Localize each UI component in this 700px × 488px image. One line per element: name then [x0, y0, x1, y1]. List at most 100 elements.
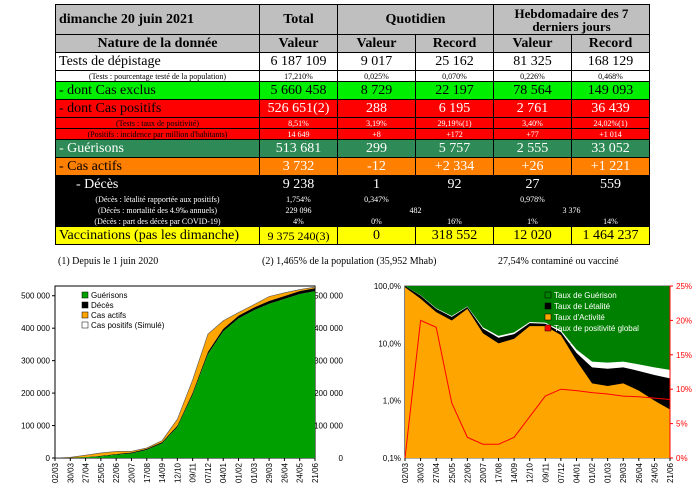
x-tick-label: 21/06 [666, 462, 675, 483]
x-tick-label: 17/08 [495, 462, 504, 483]
rates-chart: 0,1% 1,0% 10,0% 100,0% 0% 5% 10% 15% 20% 25% 02/03… [374, 282, 692, 483]
y-tick-label-right: 0 [339, 454, 344, 463]
x-tick-label: 24/05 [650, 462, 659, 483]
death-share-day-record: 16% [415, 215, 494, 227]
excluded-week: 78 564 [493, 81, 572, 100]
incidence-week: +77 [493, 128, 572, 140]
deaths-total: 9 238 [259, 175, 338, 194]
footnote-1: (1) Depuis le 1 juin 2020 [58, 256, 159, 267]
legend-swatch [81, 301, 89, 309]
tests-total: 6 187 109 [259, 52, 338, 71]
x-tick-label: 09/11 [541, 462, 550, 482]
y-tick-label-right: 300 000 [314, 357, 343, 366]
death-share-week: 1% [493, 215, 572, 227]
active-day-record: +2 334 [415, 157, 494, 176]
row-label-active: - Cas actifs [55, 157, 260, 176]
y-tick-label-right: 5% [676, 420, 688, 429]
y-tick-label-left: 200 000 [21, 389, 50, 398]
x-tick-label: 12/10 [173, 462, 182, 483]
lethality-total: 1,754% [259, 193, 338, 205]
x-tick-label: 14/09 [158, 462, 167, 483]
active-week: +26 [493, 157, 572, 176]
active-day: -12 [337, 157, 416, 176]
vaccinations-day-record: 318 552 [415, 226, 494, 245]
y-tick-label-left: 100,0% [374, 282, 401, 291]
x-tick-label: 01/02 [235, 462, 244, 483]
area-recovery-rate [405, 286, 670, 370]
y-tick-label-left: 10,0% [378, 339, 401, 348]
tests-pct-day: 0,025% [337, 70, 416, 82]
x-tick-label: 02/03 [401, 462, 410, 483]
nature-header: Nature de la donnée [55, 34, 260, 53]
daily-header: Quotidien [337, 4, 494, 35]
y-tick-label-right: 15% [676, 351, 692, 360]
mortality-total: 229 096 [259, 204, 338, 216]
positive-day: 288 [337, 99, 416, 118]
row-label-mortality: (Décès : mortalité des 4.9‰ annuels) [55, 204, 260, 216]
mortality-week: 3 376 [493, 204, 650, 216]
tests-week: 81 325 [493, 52, 572, 71]
legend-swatch [81, 291, 89, 299]
legend-swatch [544, 291, 552, 299]
x-tick-label: 09/11 [189, 462, 198, 482]
positivity-day: 3,19% [337, 117, 416, 129]
y-tick-label-left: 1,0% [383, 397, 401, 406]
recoveries-day: 299 [337, 139, 416, 158]
lethality-week-record [571, 193, 650, 205]
y-tick-label-left: 500 000 [21, 292, 50, 301]
vaccinations-total: 9 375 240(3) [259, 226, 338, 245]
death-share-day: 0% [337, 215, 416, 227]
row-label-excluded: - dont Cas exclus [55, 81, 260, 100]
positive-day-record: 6 195 [415, 99, 494, 118]
recoveries-day-record: 5 757 [415, 139, 494, 158]
total-header: Total [259, 4, 338, 35]
x-tick-label: 27/04 [82, 462, 91, 483]
x-tick-label: 25/05 [448, 462, 457, 483]
y-tick-label-left: 0,1% [383, 454, 401, 463]
y-tick-label-left: 0 [46, 454, 51, 463]
legend-label: Taux de Guérison [554, 291, 617, 300]
x-tick-label: 26/04 [280, 462, 289, 483]
y-tick-label-left: 100 000 [21, 422, 50, 431]
x-tick-label: 20/07 [127, 462, 136, 483]
y-tick-label-right: 200 000 [314, 389, 343, 398]
legend-swatch [544, 324, 552, 332]
death-share-total: 4% [259, 215, 338, 227]
weekly-value-header: Valeur [493, 34, 572, 53]
active-total: 3 732 [259, 157, 338, 176]
positive-week-record: 36 439 [571, 99, 650, 118]
recoveries-week-record: 33 052 [571, 139, 650, 158]
positivity-week: 3,40% [493, 117, 572, 129]
x-tick-label: 04/01 [219, 462, 228, 483]
x-tick-label: 27/04 [432, 462, 441, 483]
x-tick-label: 30/03 [66, 462, 75, 483]
y-tick-label-right: 0% [676, 454, 688, 463]
daily-record-header: Record [415, 34, 494, 53]
line-positivity-rate [404, 319, 671, 459]
total-value-header: Valeur [259, 34, 338, 53]
mortality-day: 482 [337, 204, 494, 216]
x-tick-label: 04/01 [572, 462, 581, 483]
y-tick-label-right: 20% [676, 316, 692, 325]
deaths-week-record: 559 [571, 175, 650, 194]
row-label-positivity-rate: (Tests : taux de positivité) [55, 117, 260, 129]
legend-label: Taux d'Activité [554, 313, 605, 322]
x-tick-label: 22/06 [112, 462, 121, 483]
excluded-day-record: 22 197 [415, 81, 494, 100]
covid-summary-table: dimanche 20 juin 2021 Total Quotidien He… [55, 4, 650, 245]
excluded-total: 5 660 458 [259, 81, 338, 100]
death-share-week-record: 14% [571, 215, 650, 227]
area-activity [405, 287, 670, 458]
positivity-week-record: 24,02%(1) [571, 117, 650, 129]
vaccinations-day: 0 [337, 226, 416, 245]
x-tick-label: 25/05 [97, 462, 106, 483]
recoveries-week: 2 555 [493, 139, 572, 158]
x-tick-label: 07/12 [204, 462, 213, 483]
tests-pct-day-record: 0,070% [415, 70, 494, 82]
positive-total: 526 651(2) [259, 99, 338, 118]
incidence-day: +8 [337, 128, 416, 140]
x-tick-label: 22/06 [463, 462, 472, 483]
legend-label: Guérisons [91, 291, 127, 300]
tests-pct-total: 17,210% [259, 70, 338, 82]
x-tick-label: 02/03 [51, 462, 60, 483]
